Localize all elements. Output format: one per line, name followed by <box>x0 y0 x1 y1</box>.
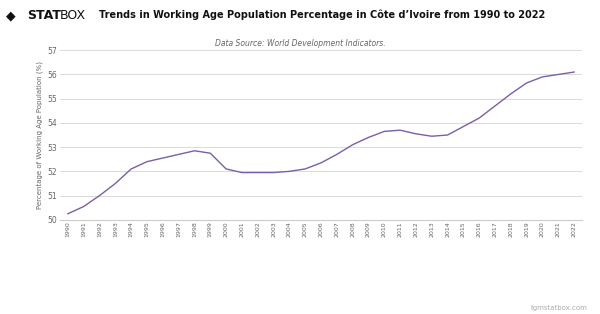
Text: tgmstatbox.com: tgmstatbox.com <box>531 305 588 311</box>
Text: Data Source: World Development Indicators.: Data Source: World Development Indicator… <box>215 39 385 48</box>
Text: Trends in Working Age Population Percentage in Côte d’Ivoire from 1990 to 2022: Trends in Working Age Population Percent… <box>99 9 545 20</box>
Text: STAT: STAT <box>27 9 61 22</box>
Y-axis label: Percentage of Working Age Population (%): Percentage of Working Age Population (%) <box>37 61 43 209</box>
Text: BOX: BOX <box>59 9 86 22</box>
Text: ◆: ◆ <box>6 9 16 22</box>
